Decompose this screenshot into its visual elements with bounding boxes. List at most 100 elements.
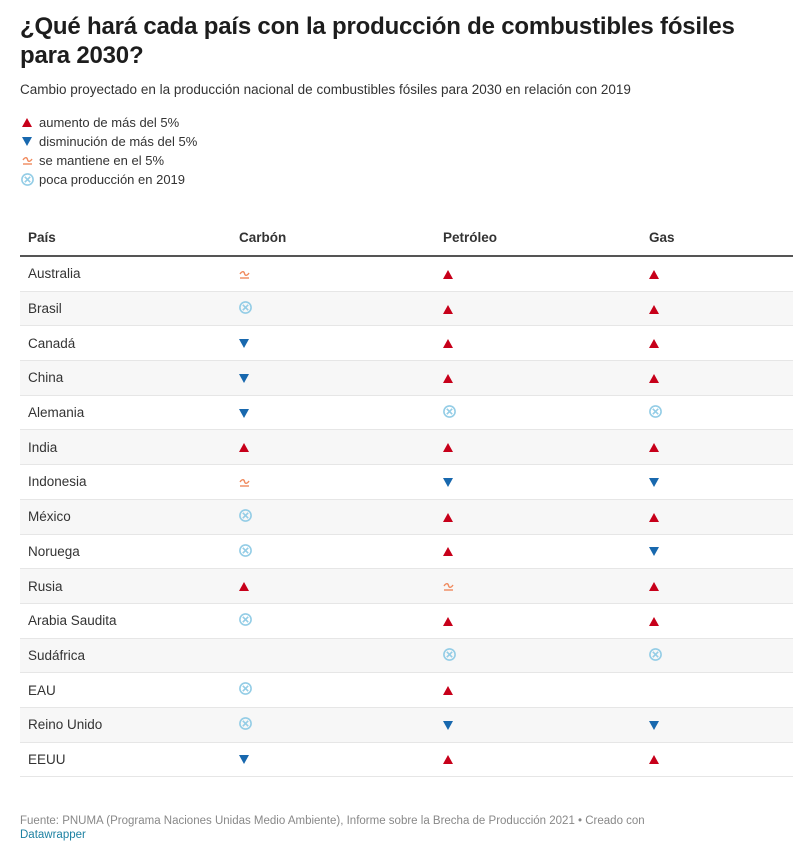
table-header-row: País Carbón Petróleo Gas [20, 219, 793, 257]
legend: aumento de más del 5% disminución de más… [20, 113, 780, 189]
triangle-up-icon [649, 752, 659, 767]
legend-item-stable: se mantiene en el 5% [20, 151, 780, 170]
triangle-up-icon [649, 267, 659, 282]
oil-cell [435, 568, 641, 604]
triangle-up-icon [239, 579, 249, 594]
table-row: Arabia Saudita [20, 603, 793, 639]
coal-cell [231, 291, 435, 327]
circled-x-icon [443, 647, 456, 664]
triangle-up-icon [649, 440, 659, 455]
triangle-up-icon [239, 440, 249, 455]
triangle-up-icon [649, 336, 659, 351]
gas-cell [641, 568, 793, 604]
legend-label: se mantiene en el 5% [39, 153, 165, 168]
table-row: EEUU [20, 742, 793, 778]
coal-cell [231, 672, 435, 708]
datawrapper-link[interactable]: Datawrapper [20, 829, 86, 841]
coal-cell [231, 534, 435, 570]
country-cell: Brasil [20, 291, 231, 327]
triangle-down-icon [239, 371, 249, 386]
gas-cell [641, 256, 793, 292]
triangle-down-icon [239, 752, 249, 767]
coal-cell [231, 568, 435, 604]
country-cell: Arabia Saudita [20, 603, 231, 639]
circled-x-icon [20, 173, 34, 186]
triangle-up-icon [649, 510, 659, 525]
oil-cell [435, 499, 641, 535]
triangle-up-icon [649, 614, 659, 629]
gas-cell [641, 325, 793, 362]
triangle-up-icon [443, 371, 453, 386]
legend-label: disminución de más del 5% [39, 134, 198, 149]
gas-cell [641, 638, 793, 674]
table-row: Sudáfrica [20, 638, 793, 674]
country-cell: India [20, 429, 231, 466]
circled-x-icon [239, 613, 252, 629]
legend-label: poca producción en 2019 [39, 172, 186, 187]
column-header-country[interactable]: País [20, 219, 231, 257]
triangle-up-icon [443, 510, 453, 525]
approx-equal-icon [443, 579, 454, 594]
legend-item-increase: aumento de más del 5% [20, 113, 780, 132]
table-row: Noruega [20, 534, 793, 570]
table-body: Australia Brasil Canadá China Alemania India I… [20, 256, 793, 778]
table-row: Australia [20, 256, 793, 292]
triangle-down-icon [239, 336, 249, 351]
triangle-down-icon [649, 718, 659, 733]
gas-cell [641, 464, 793, 500]
coal-cell [231, 464, 435, 500]
country-cell: Canadá [20, 325, 231, 362]
coal-cell [231, 256, 435, 292]
data-table: País Carbón Petróleo Gas Australia Brasil… [20, 219, 793, 778]
triangle-down-icon [20, 137, 34, 146]
oil-cell [435, 291, 641, 327]
column-header-coal[interactable]: Carbón [231, 219, 435, 257]
circled-x-icon [443, 404, 456, 421]
gas-cell [641, 742, 793, 778]
triangle-up-icon [649, 371, 659, 386]
triangle-down-icon [649, 475, 659, 490]
column-header-oil[interactable]: Petróleo [435, 219, 641, 257]
triangle-down-icon [239, 406, 249, 421]
triangle-up-icon [443, 302, 453, 317]
coal-cell [231, 360, 435, 396]
approx-equal-icon [20, 156, 34, 165]
oil-cell [435, 672, 641, 708]
oil-cell [435, 534, 641, 570]
country-cell: EAU [20, 672, 231, 708]
circled-x-icon [239, 508, 252, 525]
country-cell: Indonesia [20, 464, 231, 500]
circled-x-icon [239, 543, 252, 560]
country-cell: Alemania [20, 395, 231, 431]
footer: Fuente: PNUMA (Programa Naciones Unidas … [20, 814, 645, 842]
table-row: India [20, 429, 793, 466]
approx-equal-icon [239, 267, 250, 282]
legend-label: aumento de más del 5% [39, 115, 180, 130]
triangle-up-icon [443, 683, 453, 698]
table-row: Indonesia [20, 464, 793, 500]
coal-cell [231, 429, 435, 466]
triangle-up-icon [443, 267, 453, 282]
column-header-gas[interactable]: Gas [641, 219, 793, 257]
legend-item-decrease: disminución de más del 5% [20, 132, 780, 151]
gas-cell [641, 499, 793, 535]
triangle-down-icon [443, 475, 453, 490]
country-cell: Noruega [20, 534, 231, 570]
country-cell: Australia [20, 256, 231, 292]
triangle-up-icon [649, 579, 659, 594]
circled-x-icon [239, 682, 252, 698]
triangle-up-icon [443, 614, 453, 629]
country-cell: Reino Unido [20, 707, 231, 743]
coal-cell [231, 603, 435, 639]
triangle-up-icon [443, 440, 453, 455]
oil-cell [435, 256, 641, 292]
table-row: México [20, 499, 793, 535]
triangle-up-icon [443, 752, 453, 767]
country-cell: EEUU [20, 742, 231, 778]
coal-cell [231, 499, 435, 535]
gas-cell [641, 291, 793, 327]
country-cell: Sudáfrica [20, 638, 231, 674]
triangle-up-icon [20, 118, 34, 127]
oil-cell [435, 707, 641, 743]
triangle-down-icon [649, 544, 659, 559]
